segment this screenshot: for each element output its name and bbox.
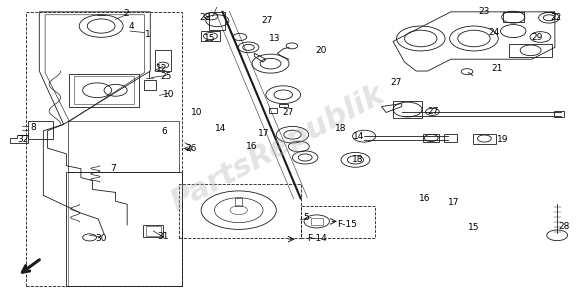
Text: 27: 27 [261, 16, 273, 25]
Text: 27: 27 [282, 108, 294, 117]
Text: 18: 18 [351, 155, 363, 164]
Text: 15: 15 [203, 34, 215, 43]
Text: 19: 19 [497, 135, 509, 144]
Text: 28: 28 [558, 222, 569, 231]
Text: 1: 1 [144, 30, 150, 38]
Text: 25: 25 [160, 73, 172, 81]
Text: 32: 32 [17, 135, 29, 144]
Text: 16: 16 [246, 142, 257, 151]
Text: 7: 7 [110, 164, 116, 173]
Text: 14: 14 [353, 132, 364, 141]
Text: 17: 17 [258, 129, 270, 138]
Text: 10: 10 [191, 108, 202, 117]
Text: 13: 13 [269, 34, 280, 43]
Text: F-15: F-15 [337, 221, 357, 229]
Text: 24: 24 [488, 28, 500, 37]
Text: 18: 18 [335, 124, 347, 133]
Text: F-14: F-14 [307, 234, 327, 243]
Text: 4: 4 [129, 22, 135, 31]
Text: 10: 10 [163, 90, 175, 99]
Text: 14: 14 [215, 124, 227, 133]
Text: 17: 17 [448, 198, 460, 207]
Text: 23: 23 [479, 7, 490, 16]
Text: 27: 27 [428, 107, 439, 115]
Text: 16: 16 [419, 194, 431, 203]
Text: 30: 30 [95, 234, 107, 243]
Text: 27: 27 [390, 78, 402, 87]
Text: 5: 5 [303, 213, 309, 222]
Text: 20: 20 [315, 46, 327, 55]
Text: 22: 22 [550, 13, 562, 22]
Text: 12: 12 [156, 64, 168, 73]
Text: 26: 26 [185, 144, 197, 152]
Text: PartsRepublik: PartsRepublik [165, 79, 390, 217]
Text: 28: 28 [199, 13, 211, 22]
Text: 31: 31 [157, 232, 169, 241]
Text: 15: 15 [468, 223, 480, 232]
Text: 6: 6 [162, 127, 168, 136]
Text: 8: 8 [31, 123, 36, 132]
Text: 21: 21 [491, 64, 503, 73]
Text: 29: 29 [532, 33, 543, 41]
Text: 2: 2 [123, 9, 129, 18]
